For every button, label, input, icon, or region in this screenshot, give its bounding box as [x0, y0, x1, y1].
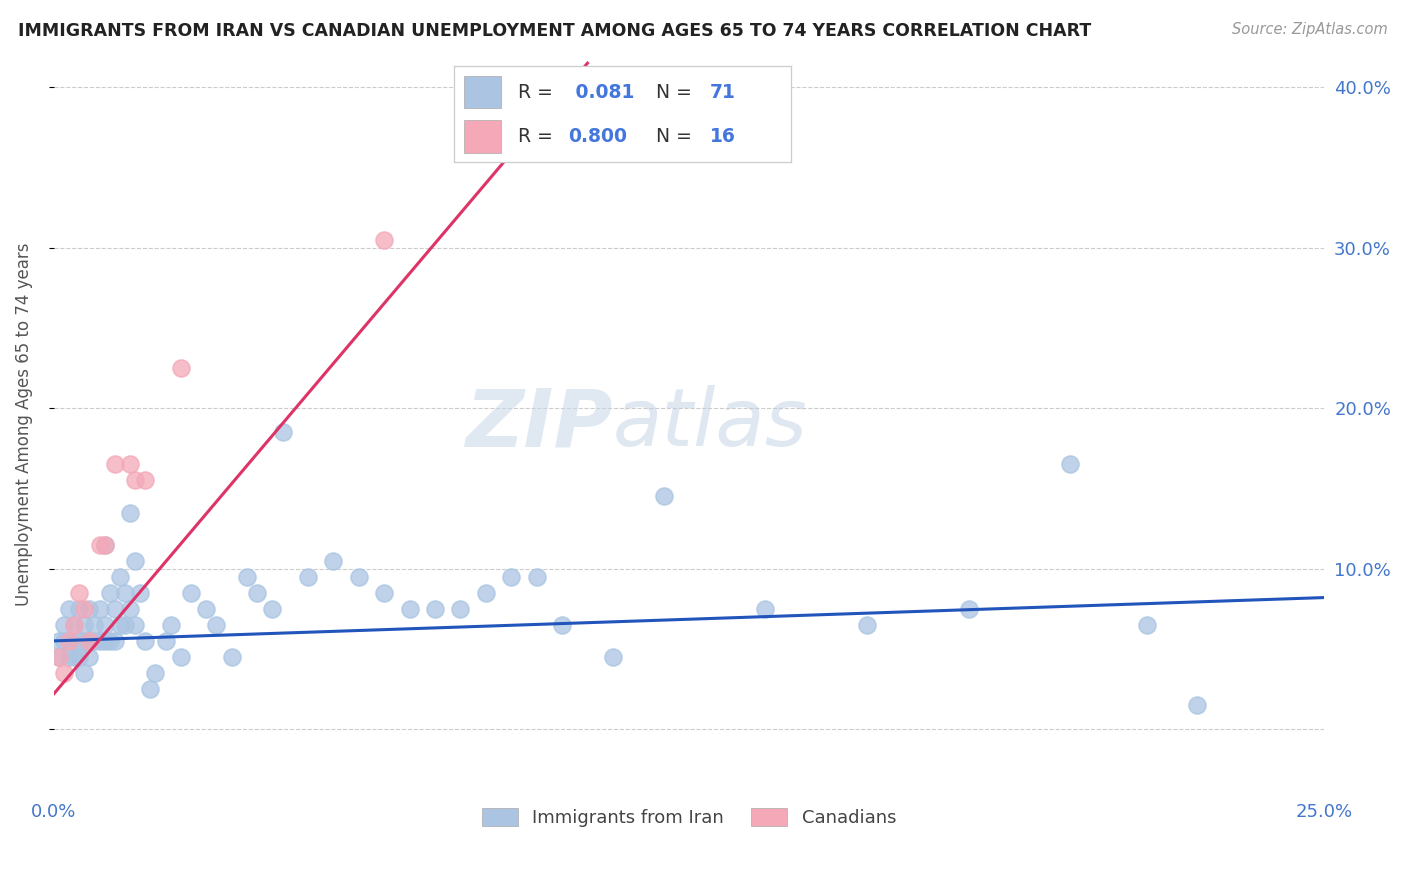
Point — [1187, 698, 1209, 712]
Point — [271, 425, 294, 440]
Point — [398, 602, 420, 616]
Point — [104, 458, 127, 472]
Point — [67, 586, 90, 600]
Point — [1059, 458, 1081, 472]
Point — [195, 602, 218, 616]
Point — [957, 602, 980, 616]
Point — [205, 617, 228, 632]
Point — [79, 602, 101, 616]
Point — [134, 474, 156, 488]
Point — [124, 617, 146, 632]
Text: Source: ZipAtlas.com: Source: ZipAtlas.com — [1232, 22, 1388, 37]
Point — [652, 490, 675, 504]
Point — [93, 538, 115, 552]
Point — [373, 586, 395, 600]
Point — [53, 665, 76, 680]
Point — [449, 602, 471, 616]
Point — [139, 681, 162, 696]
Point — [98, 633, 121, 648]
Point — [79, 633, 101, 648]
Point — [63, 617, 86, 632]
Point — [58, 602, 80, 616]
Point — [262, 602, 284, 616]
Point — [93, 617, 115, 632]
Point — [108, 570, 131, 584]
Point — [73, 602, 96, 616]
Point — [120, 602, 142, 616]
Point — [83, 633, 105, 648]
Point — [134, 633, 156, 648]
Point — [48, 633, 70, 648]
Point — [297, 570, 319, 584]
Point — [53, 617, 76, 632]
Point — [79, 633, 101, 648]
Point — [79, 649, 101, 664]
Point — [63, 649, 86, 664]
Point — [120, 458, 142, 472]
Point — [526, 570, 548, 584]
Point — [89, 602, 111, 616]
Point — [108, 617, 131, 632]
Point — [73, 617, 96, 632]
Point — [423, 602, 446, 616]
Point — [104, 602, 127, 616]
Point — [159, 617, 181, 632]
Point — [124, 554, 146, 568]
Point — [170, 649, 193, 664]
Y-axis label: Unemployment Among Ages 65 to 74 years: Unemployment Among Ages 65 to 74 years — [15, 243, 32, 606]
Point — [120, 506, 142, 520]
Point — [347, 570, 370, 584]
Point — [73, 665, 96, 680]
Point — [1135, 617, 1157, 632]
Text: IMMIGRANTS FROM IRAN VS CANADIAN UNEMPLOYMENT AMONG AGES 65 TO 74 YEARS CORRELAT: IMMIGRANTS FROM IRAN VS CANADIAN UNEMPLO… — [18, 22, 1091, 40]
Legend: Immigrants from Iran, Canadians: Immigrants from Iran, Canadians — [472, 798, 905, 836]
Point — [93, 633, 115, 648]
Point — [155, 633, 177, 648]
Point — [67, 649, 90, 664]
Point — [236, 570, 259, 584]
Point — [114, 586, 136, 600]
Point — [98, 586, 121, 600]
Text: atlas: atlas — [613, 385, 807, 463]
Point — [93, 538, 115, 552]
Point — [501, 120, 523, 135]
Point — [63, 617, 86, 632]
Point — [48, 649, 70, 664]
Point — [67, 602, 90, 616]
Point — [58, 633, 80, 648]
Point — [53, 633, 76, 648]
Point — [145, 665, 167, 680]
Point — [856, 617, 879, 632]
Point — [58, 633, 80, 648]
Point — [129, 586, 152, 600]
Point — [73, 633, 96, 648]
Point — [83, 617, 105, 632]
Point — [180, 586, 202, 600]
Point — [221, 649, 243, 664]
Point — [373, 233, 395, 247]
Point — [89, 633, 111, 648]
Point — [58, 649, 80, 664]
Point — [89, 538, 111, 552]
Point — [551, 617, 574, 632]
Point — [475, 586, 498, 600]
Point — [114, 617, 136, 632]
Point — [124, 474, 146, 488]
Point — [754, 602, 776, 616]
Point — [322, 554, 344, 568]
Point — [104, 633, 127, 648]
Point — [246, 586, 269, 600]
Point — [170, 361, 193, 376]
Point — [48, 649, 70, 664]
Point — [602, 649, 624, 664]
Point — [501, 570, 523, 584]
Text: ZIP: ZIP — [465, 385, 613, 463]
Point — [67, 633, 90, 648]
